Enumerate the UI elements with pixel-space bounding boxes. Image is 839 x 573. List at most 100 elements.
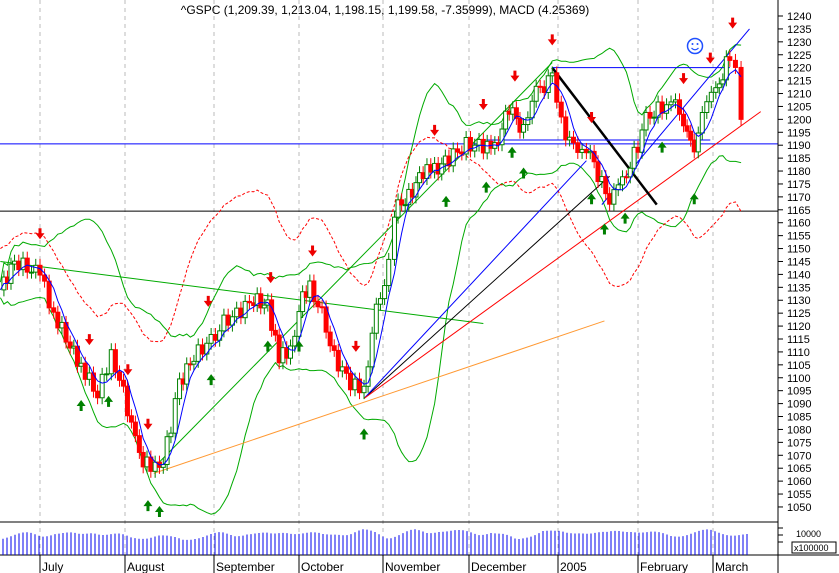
sell-arrow-icon (266, 272, 276, 284)
y-tick-label: 1165 (787, 205, 811, 217)
y-tick-label: 1070 (787, 450, 811, 462)
trendline (0, 260, 484, 324)
candle-body (450, 148, 456, 167)
candle-body (668, 101, 674, 106)
candle-body (549, 72, 555, 77)
y-tick-label: 1170 (787, 192, 811, 204)
candle-body (128, 415, 134, 423)
y-tick-label: 1080 (787, 424, 811, 436)
candle-body (620, 176, 626, 186)
sell-arrow-icon (728, 17, 738, 29)
sell-arrow-icon (430, 124, 440, 136)
candle-body (300, 291, 306, 313)
buy-arrow-icon (441, 195, 451, 207)
candle-body (639, 129, 645, 153)
candle-body (327, 331, 333, 347)
candle-body (575, 142, 581, 153)
y-tick-label: 1160 (787, 218, 811, 230)
smiley-icon (686, 37, 704, 55)
candle-body (212, 333, 218, 341)
y-tick-label: 1095 (787, 386, 811, 398)
candle-body (339, 366, 345, 372)
candle-body (319, 306, 325, 309)
candle-body (234, 307, 240, 318)
y-tick-label: 1120 (787, 321, 811, 333)
candle-body (208, 333, 214, 344)
x-tick-label: October (301, 560, 344, 573)
y-tick-label: 1050 (787, 502, 811, 514)
candle-body (525, 117, 531, 126)
candle-body (513, 107, 519, 119)
buy-arrow-icon (154, 505, 164, 517)
candle-body (177, 378, 183, 400)
candle-body (95, 390, 101, 399)
trendline (363, 160, 587, 399)
candle-body (570, 136, 576, 144)
buy-arrow-icon (507, 146, 517, 158)
y-tick-label: 1110 (787, 347, 810, 359)
bollinger-lower (0, 155, 742, 515)
y-tick-label: 1135 (787, 282, 811, 294)
sell-arrow-icon (123, 364, 133, 376)
trendline (363, 175, 610, 399)
trendline (153, 320, 605, 474)
candle-body (42, 274, 48, 282)
bollinger-upper (0, 44, 742, 338)
candle-body (615, 184, 621, 191)
candle-body (184, 363, 190, 385)
buy-arrow-icon (294, 340, 304, 352)
trendline (363, 111, 762, 399)
candle-body (168, 432, 174, 438)
candle-body (343, 366, 349, 374)
volume-tick-label: 10000 (796, 529, 821, 539)
candle-body (347, 372, 353, 391)
candle-body (558, 101, 564, 118)
candle-body (120, 379, 126, 387)
y-tick-label: 1195 (787, 127, 811, 139)
candle-body (108, 349, 114, 375)
candle-body (695, 132, 701, 153)
candle-body (104, 373, 110, 376)
candle-body (659, 101, 665, 114)
candle-body (67, 341, 73, 349)
y-tick-label: 1210 (787, 89, 811, 101)
candle-body (200, 344, 206, 355)
candle-body (288, 345, 293, 359)
candle-body (242, 300, 248, 319)
candle-body (713, 87, 719, 93)
candle-body (391, 216, 397, 260)
candle-body (315, 300, 321, 308)
candle-body (261, 304, 267, 309)
candle-body (33, 264, 39, 273)
candle-body (681, 113, 687, 127)
candle-body (554, 72, 560, 103)
y-tick-label: 1225 (787, 50, 811, 62)
candle-body (90, 372, 96, 392)
y-tick-label: 1125 (787, 308, 811, 320)
candle-body (521, 124, 527, 133)
candle-body (369, 332, 375, 368)
candle-body (112, 349, 118, 373)
sell-arrow-icon (351, 340, 361, 352)
candle-body (529, 100, 535, 119)
candle-body (272, 329, 278, 336)
candle-body (16, 260, 22, 271)
candle-body (545, 75, 551, 93)
candle-body (603, 176, 609, 195)
y-tick-label: 1190 (787, 140, 811, 152)
candle-body (503, 110, 509, 130)
candle-body (684, 125, 690, 132)
y-tick-label: 1055 (787, 489, 811, 501)
candle-body (46, 280, 52, 309)
y-tick-label: 1065 (787, 463, 811, 475)
y-tick-label: 1100 (787, 373, 811, 385)
candle-body (172, 398, 178, 434)
chart-title: ^GSPC (1,209.39, 1,213.04, 1,198.15, 1,1… (181, 3, 590, 17)
candle-body (476, 138, 482, 146)
candle-body (631, 146, 637, 169)
sell-arrow-icon (587, 111, 597, 123)
candle-body (708, 91, 714, 103)
candle-body (377, 298, 383, 305)
